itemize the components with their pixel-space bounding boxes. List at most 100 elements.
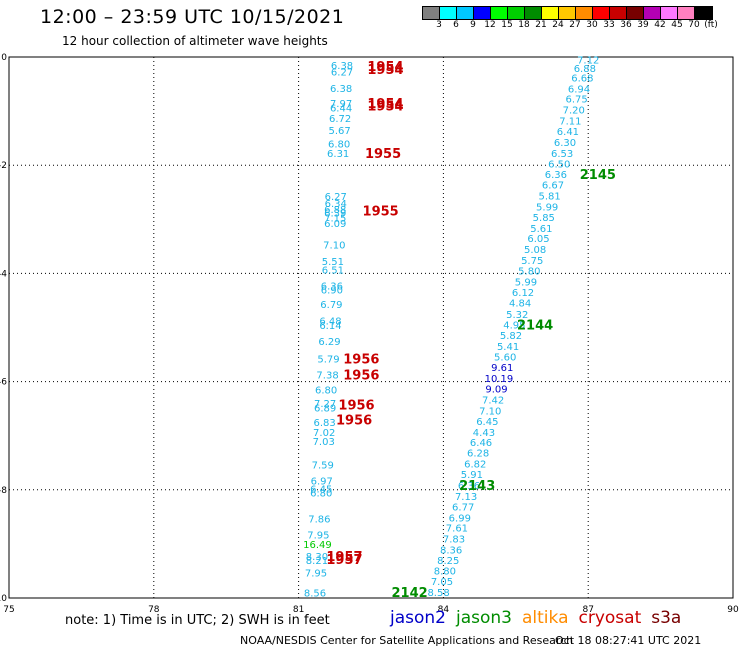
wave-height-label: 6.51 [322,266,344,277]
color-swatch [423,7,440,19]
wave-height-label: 7.95 [307,531,329,542]
legend-item-s3a: s3a [651,608,682,628]
lon-tick-label: 90 [727,605,739,615]
color-swatch [440,7,457,19]
lon-tick-label: 78 [148,605,160,615]
wave-height-label: 5.60 [494,353,516,364]
lat-tick-label: -10 [0,594,7,604]
wave-height-label: 6.39 [324,208,346,219]
color-scale-label: 9 [470,20,476,30]
color-swatch [678,7,695,19]
lon-tick-label: 81 [293,605,304,615]
wave-height-label: 5.75 [521,256,543,267]
color-swatch [576,7,593,19]
wave-height-label: 5.99 [536,202,558,213]
wave-height-label: 7.05 [431,577,453,588]
wave-height-label: 8.36 [440,545,462,556]
wave-height-label: 6.88 [324,205,346,216]
wave-height-label: 6.36 [545,170,567,181]
wave-height-label: 6.80 [328,140,350,151]
wave-height-label: 7.27 [314,399,336,410]
wave-height-label: 6.38 [330,84,352,95]
color-swatch [525,7,542,19]
pass-time-label: 2142 [392,586,428,601]
wave-height-label: 7.02 [313,428,335,439]
wave-height-label: 8.56 [304,589,326,600]
lat-tick-label: -4 [0,269,7,279]
wave-height-label: 5.41 [497,342,519,353]
wave-height-label: 6.41 [557,127,579,138]
wave-height-label: 6.28 [467,448,489,459]
wave-height-label: 6.36 [458,481,480,492]
pass-time-label: 2143 [459,479,495,494]
wave-height-label: 10.19 [485,374,514,385]
wave-height-label: 6.80 [310,489,332,500]
pass-time-label: 1956 [336,413,372,428]
wave-height-label: 5.08 [524,245,546,256]
wave-height-label: 6.53 [551,149,573,160]
color-scale-labels: 3 6 9 12 15 18 21 24 27 30 33 36 39 42 45 70 (ft) [422,20,740,34]
color-scale-label: 12 [484,20,496,30]
wave-height-label: 6.90 [321,286,343,297]
wave-height-label: 7.13 [455,492,477,503]
wave-height-label: 6.50 [548,160,570,171]
wave-height-label: 7.15 [324,214,346,225]
color-scale-label: 45 [671,20,683,30]
color-scale-label: 39 [637,20,649,30]
color-swatch [457,7,474,19]
color-swatch [508,7,525,19]
chart-title: 12:00 – 23:59 UTC 10/15/2021 [40,6,345,28]
wave-height-label: 9.09 [485,385,507,396]
legend-item-altika: altika [522,608,569,628]
satellite-legend: jason2 jason3 altika cryosat s3a [390,608,691,628]
color-scale-bar [422,6,713,20]
color-scale-label: 24 [552,20,564,30]
color-scale-label: 18 [518,20,530,30]
wave-height-label: 5.32 [506,310,528,321]
wave-height-label: 6.97 [311,477,333,488]
color-swatch [610,7,627,19]
color-swatch [695,7,712,19]
wave-height-label: 8.21 [306,556,328,567]
color-swatch [644,7,661,19]
color-scale-label: 21 [535,20,547,30]
lat-tick-label: 0 [1,53,7,63]
wave-height-label: 4.95 [503,320,525,331]
legend-item-jason2: jason2 [390,608,446,628]
wave-height-label: 6.80 [315,386,337,397]
wave-height-label: 7.83 [443,534,465,545]
wave-height-label: 5.80 [518,267,540,278]
wave-height-label: 7.42 [482,395,504,406]
wave-height-label: 6.29 [318,337,340,348]
wave-height-label: 5.91 [461,470,483,481]
wave-height-label: 8.58 [427,588,449,599]
color-scale-label: 42 [654,20,666,30]
color-scale-label: 27 [569,20,581,30]
wave-height-label: 6.44 [330,103,352,114]
legend-item-jason3: jason3 [456,608,512,628]
pass-time-label: 1956 [343,369,379,384]
wave-height-label: 6.88 [574,64,596,75]
lat-tick-label: -2 [0,161,7,171]
wave-height-label: 5.82 [500,331,522,342]
wave-height-label: 6.31 [327,149,349,160]
wave-height-label: 7.59 [312,460,334,471]
wave-height-label: 7.97 [330,99,352,110]
color-scale-label: 15 [501,20,513,30]
color-swatch [593,7,610,19]
color-scale-label: (ft) [704,20,718,30]
wave-height-label: 6.14 [319,321,341,332]
wave-height-label: 4.43 [473,428,495,439]
wave-height-label: 6.36 [321,281,343,292]
wave-height-label: 6.27 [331,68,353,79]
plot-frame [8,56,734,599]
wave-height-label: 9.61 [491,363,513,374]
wave-height-label: 8.80 [434,566,456,577]
wave-height-label: 5.81 [538,191,560,202]
wave-height-label: 6.12 [512,288,534,299]
wave-height-label: 6.27 [325,192,347,203]
wave-height-label: 7.11 [559,116,581,127]
note-text: note: 1) Time is in UTC; 2) SWH is in fe… [65,613,330,628]
wave-height-label: 6.99 [449,513,471,524]
